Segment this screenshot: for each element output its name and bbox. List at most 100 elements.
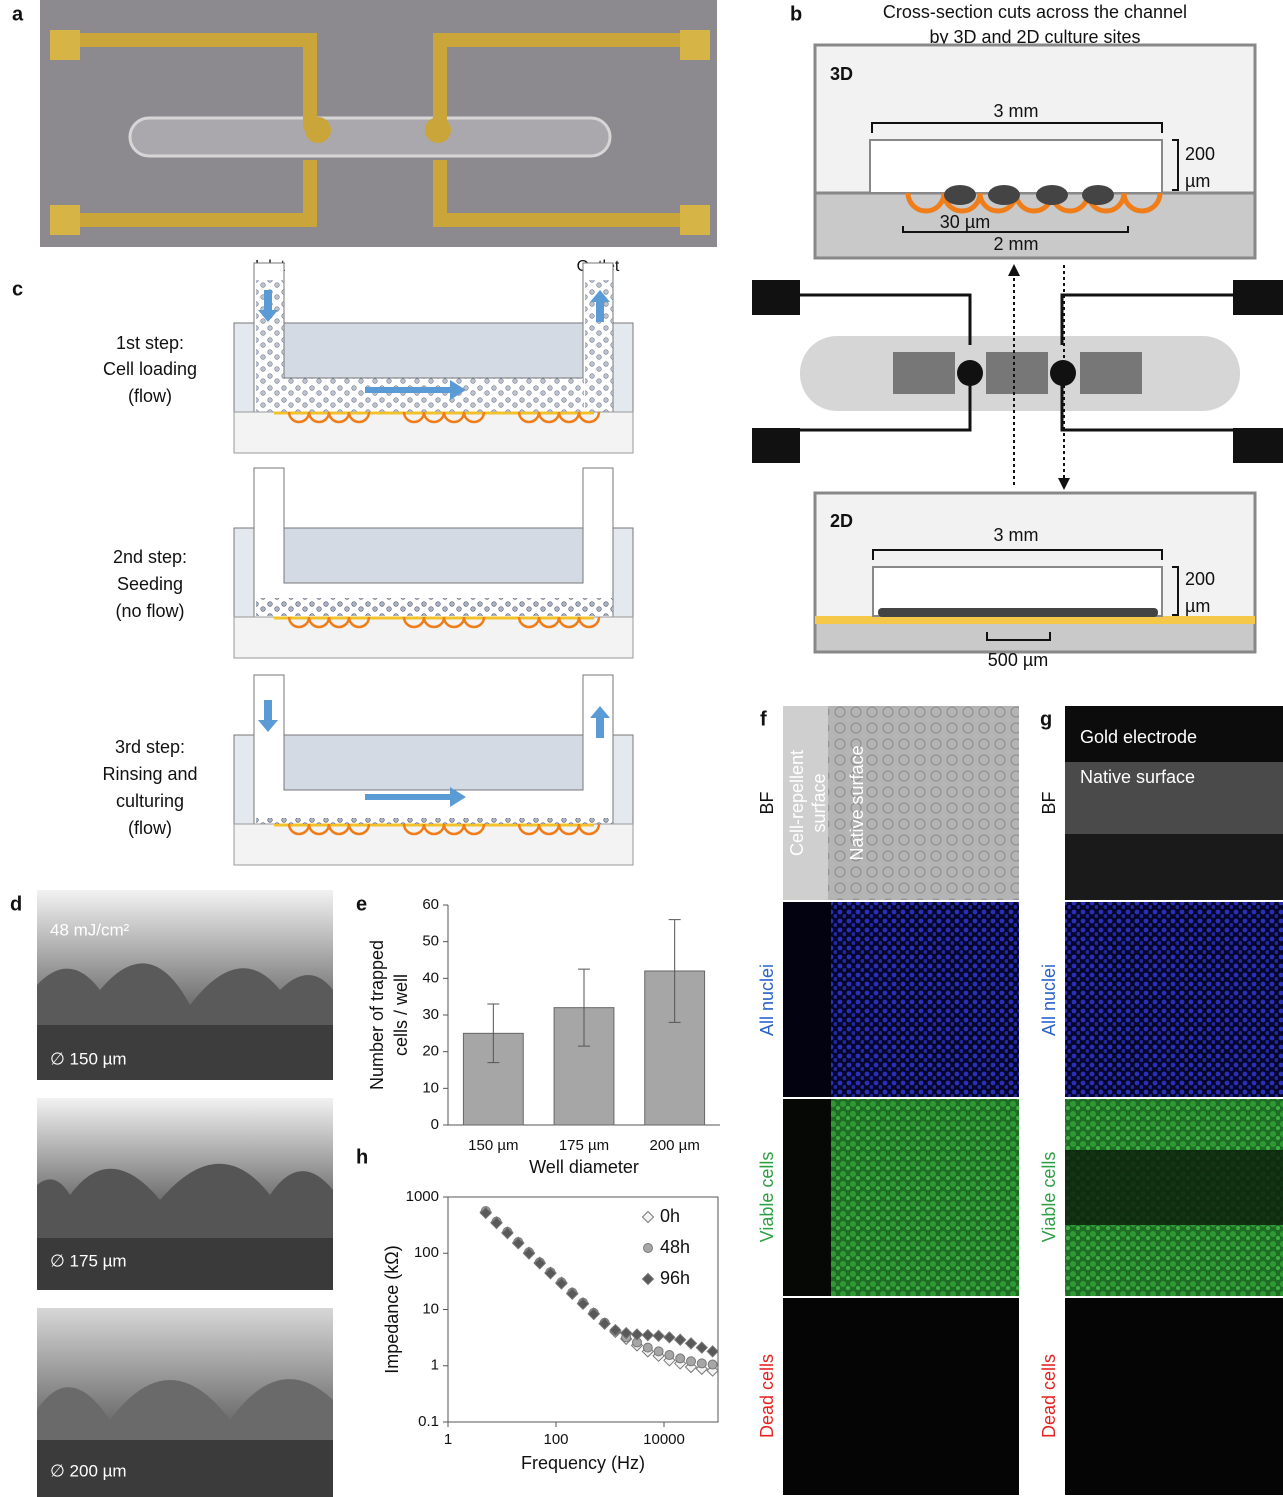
x-axis-label: Well diameter	[529, 1157, 639, 1177]
y-tick-label: 30	[422, 1006, 439, 1023]
marker	[587, 1307, 600, 1321]
panel-b: Cross-section cuts across the channel by…	[752, 2, 1283, 670]
dose-label: 48 mJ/cm²	[50, 920, 130, 939]
marker	[630, 1328, 644, 1341]
marker	[642, 1342, 653, 1353]
marker	[501, 1226, 514, 1240]
x-tick-label: 1	[444, 1431, 452, 1448]
diameter-label: ∅ 200 µm	[50, 1461, 127, 1480]
row-label: Dead cells	[757, 1354, 777, 1438]
marker	[684, 1337, 698, 1350]
surface-label: Native surface	[847, 745, 867, 860]
marker	[673, 1333, 687, 1346]
surface-label: Gold electrode	[1080, 727, 1197, 747]
panel-d: 48 mJ/cm² ∅ 150 µm ∅ 175 µm ∅ 200 µm	[37, 890, 333, 1497]
x-axis-label: Frequency (Hz)	[521, 1453, 645, 1473]
dimension: 3 mm	[994, 525, 1039, 545]
panel-label: g	[1040, 708, 1052, 730]
diameter-label: ∅ 150 µm	[50, 1049, 127, 1068]
surface-label: Native surface	[1080, 767, 1195, 787]
marker	[598, 1317, 611, 1330]
marker	[696, 1358, 707, 1369]
marker	[609, 1323, 622, 1337]
marker	[663, 1331, 676, 1344]
legend-label: 96h	[660, 1268, 690, 1288]
panel-g: Gold electrode Native surface BF All nuc…	[1039, 706, 1283, 1495]
x-tick-label: 200 µm	[649, 1137, 699, 1154]
y-tick-label: 1	[431, 1357, 439, 1374]
panel-label: a	[12, 3, 24, 25]
x-tick-label: 175 µm	[559, 1137, 609, 1154]
marker	[652, 1329, 665, 1343]
row-label: Viable cells	[757, 1152, 777, 1243]
marker	[675, 1353, 686, 1364]
step-text: 2nd step:	[113, 547, 187, 567]
step-text: Rinsing and	[102, 764, 197, 784]
marker	[533, 1257, 546, 1270]
dimension: µm	[1185, 171, 1210, 191]
legend-label: 0h	[660, 1206, 680, 1226]
y-axis-label: Number of trapped	[367, 940, 387, 1090]
title: Cross-section cuts across the channel	[883, 2, 1187, 22]
error-bar	[487, 1003, 500, 1064]
step-text: 3rd step:	[115, 737, 185, 757]
row-label: BF	[757, 791, 777, 814]
y-tick-label: 50	[422, 933, 439, 950]
dimension: 30 µm	[940, 212, 990, 232]
dimension: 200	[1185, 144, 1215, 164]
surface-label: surface	[809, 773, 829, 832]
y-tick-label: 20	[422, 1043, 439, 1060]
dimension: 3 mm	[994, 101, 1039, 121]
row-label: BF	[1039, 791, 1059, 814]
x-tick-label: 10000	[643, 1431, 685, 1448]
marker	[490, 1216, 503, 1230]
panel-label: h	[356, 1146, 368, 1168]
marker	[695, 1341, 709, 1354]
marker	[576, 1297, 590, 1311]
row-label: All nuclei	[757, 964, 777, 1036]
row-label: All nuclei	[1039, 964, 1059, 1036]
panel-label: e	[356, 893, 367, 915]
y-axis-label: cells / well	[391, 974, 411, 1056]
marker	[653, 1346, 664, 1357]
error-bar	[578, 968, 590, 1047]
y-tick-label: 100	[414, 1244, 439, 1261]
step-text: (no flow)	[115, 601, 184, 621]
x-tick-label: 150 µm	[468, 1137, 518, 1154]
y-tick-label: 10	[422, 1300, 439, 1317]
y-tick-label: 0.1	[418, 1413, 439, 1430]
y-tick-label: 1000	[406, 1188, 439, 1205]
marker	[479, 1206, 492, 1220]
marker	[707, 1359, 718, 1370]
dimension: 500 µm	[988, 650, 1048, 670]
marker	[686, 1356, 697, 1367]
step-text: Seeding	[117, 574, 183, 594]
marker	[664, 1350, 675, 1361]
dimension: 2 mm	[994, 234, 1039, 254]
step-text: culturing	[116, 791, 184, 811]
panel-label: c	[12, 278, 23, 300]
section-label: 2D	[830, 511, 853, 531]
error-bar	[668, 919, 681, 1023]
marker	[522, 1247, 536, 1260]
marker	[641, 1328, 655, 1342]
legend-marker	[641, 1272, 655, 1286]
marker	[706, 1345, 719, 1358]
surface-label: Cell-repellent	[787, 750, 807, 856]
dimension: µm	[1185, 596, 1210, 616]
y-tick-label: 0	[431, 1116, 439, 1133]
step-text: Cell loading	[103, 359, 197, 379]
photo-a	[40, 0, 717, 247]
x-tick-label: 100	[543, 1431, 568, 1448]
section-label: 3D	[830, 64, 853, 84]
step-text: (flow)	[128, 818, 172, 838]
legend-label: 48h	[660, 1237, 690, 1257]
panel-label: d	[10, 893, 22, 915]
row-label: Dead cells	[1039, 1354, 1059, 1438]
y-tick-label: 40	[422, 969, 439, 986]
panel-label: f	[760, 708, 767, 730]
legend-marker	[643, 1243, 653, 1253]
y-tick-label: 60	[422, 896, 439, 913]
marker	[512, 1237, 525, 1250]
